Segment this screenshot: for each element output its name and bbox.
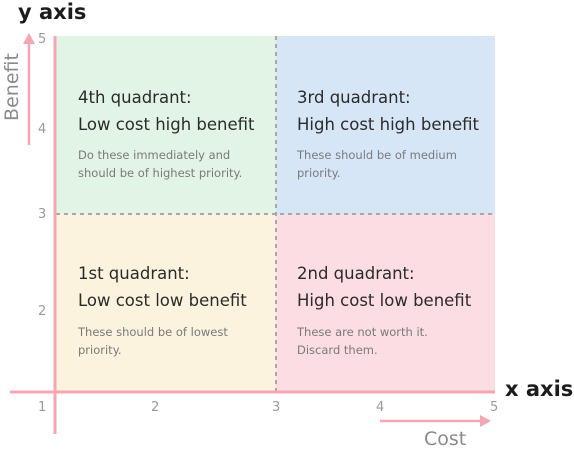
y-tick-label: 4	[38, 122, 47, 137]
y-axis-title: y axis	[18, 0, 87, 24]
quadrant-3-title: 3rd quadrant:	[297, 88, 411, 107]
quadrant-2-description: These are not worth it. Discard them.	[297, 325, 428, 357]
quadrant-4-description: Do these immediately and should be of hi…	[78, 148, 243, 180]
x-tick-label: 2	[151, 400, 160, 415]
x-axis-title: x axis	[505, 377, 574, 401]
quadrant-3-description: These should be of medium priority.	[297, 148, 457, 180]
quadrant-4-title: 4th quadrant:	[78, 88, 192, 107]
quadrant-3: 3rd quadrant: High cost high benefit The…	[276, 36, 495, 214]
quadrant-4-heading: 4th quadrant: Low cost high benefit	[78, 84, 255, 138]
quadrant-1-title: 1st quadrant:	[78, 264, 190, 283]
y-tick-label: 1	[38, 400, 47, 415]
quadrant-1: 1st quadrant: Low cost low benefit These…	[56, 214, 276, 391]
quadrant-4-subtitle: Low cost high benefit	[78, 115, 255, 135]
quadrant-1-description: These should be of lowest priority.	[78, 325, 228, 357]
quadrant-2-subtitle: High cost low benefit	[297, 291, 472, 311]
cost-arrow-head	[480, 415, 491, 427]
x-tick-label: 4	[376, 400, 385, 415]
quadrant-4: 4th quadrant: Low cost high benefit Do t…	[56, 36, 276, 214]
y-tick-label: 5	[38, 32, 47, 47]
quadrant-2-title: 2nd quadrant:	[297, 264, 415, 283]
quadrant-2-heading: 2nd quadrant: High cost low benefit	[297, 260, 471, 314]
quadrant-3-heading: 3rd quadrant: High cost high benefit	[297, 84, 479, 138]
x-tick-label: 5	[490, 400, 499, 415]
quadrant-2: 2nd quadrant: High cost low benefit Thes…	[276, 214, 495, 391]
quadrant-1-subtitle: Low cost low benefit	[78, 291, 247, 311]
x-tick-label: 3	[272, 400, 281, 415]
quadrant-1-heading: 1st quadrant: Low cost low benefit	[78, 260, 247, 314]
quadrant-3-subtitle: High cost high benefit	[297, 115, 479, 135]
benefit-arrow-head	[23, 33, 35, 44]
cost-label: Cost	[424, 428, 467, 450]
y-tick-label: 3	[38, 207, 47, 222]
benefit-label: Benefit	[1, 53, 23, 121]
y-tick-label: 2	[38, 304, 47, 319]
